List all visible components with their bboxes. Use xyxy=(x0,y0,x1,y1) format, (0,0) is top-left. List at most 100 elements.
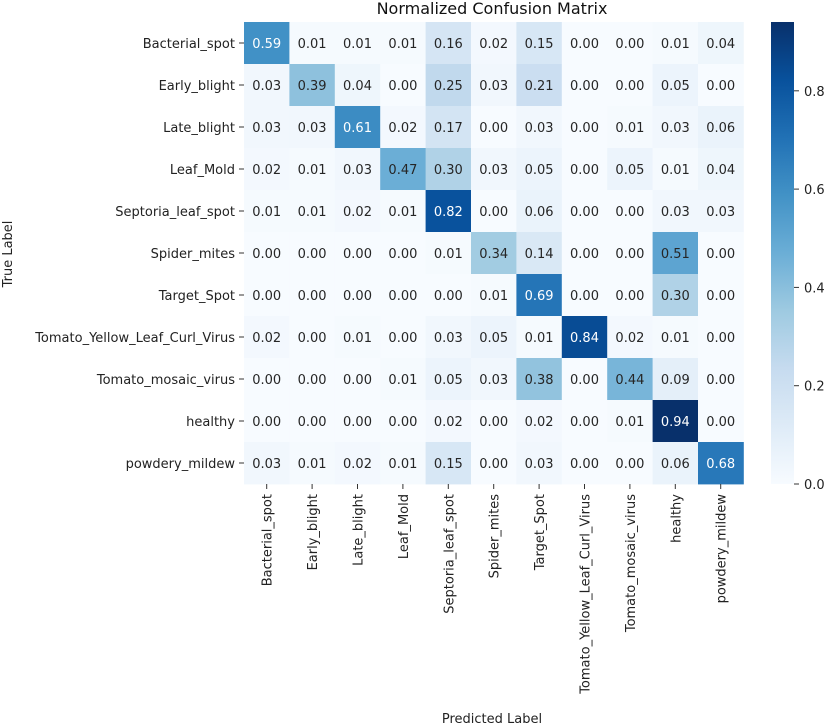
heatmap-cell xyxy=(516,358,563,401)
cell-value-label: 0.25 xyxy=(434,79,463,94)
heatmap-cell xyxy=(289,22,336,65)
cell-value-label: 0.00 xyxy=(479,121,508,136)
row-tick-label: Bacterial_spot xyxy=(143,37,235,52)
heatmap-cell xyxy=(425,106,472,149)
column-tick-label: Tomato_Yellow_Leaf_Curl_Virus xyxy=(579,494,594,695)
heatmap-cell xyxy=(425,442,472,485)
heatmap-cell xyxy=(380,106,426,149)
cell-value-label: 0.16 xyxy=(434,37,463,52)
heatmap-cell xyxy=(561,22,608,65)
heatmap-cell xyxy=(471,316,517,359)
cell-value-label: 0.00 xyxy=(298,415,327,430)
cell-value-label: 0.02 xyxy=(252,163,281,178)
heatmap-cell xyxy=(516,22,563,65)
cell-value-label: 0.01 xyxy=(525,331,554,346)
cell-value-label: 0.00 xyxy=(706,373,735,388)
heatmap-cell xyxy=(698,232,744,275)
cell-value-label: 0.02 xyxy=(434,415,463,430)
cell-value-label: 0.00 xyxy=(570,415,599,430)
row-tick-label: Spider_mites xyxy=(151,247,236,262)
cell-value-label: 0.01 xyxy=(252,205,281,220)
heatmap-cell xyxy=(607,316,653,359)
cell-value-label: 0.01 xyxy=(661,163,690,178)
cell-value-label: 0.30 xyxy=(434,163,463,178)
cell-value-label: 0.00 xyxy=(479,457,508,472)
heatmap-cell xyxy=(471,190,517,233)
cell-value-label: 0.00 xyxy=(706,289,735,304)
cell-value-label: 0.02 xyxy=(252,331,281,346)
heatmap-cell xyxy=(561,64,608,107)
heatmap-cell xyxy=(244,148,290,191)
cell-value-label: 0.00 xyxy=(570,37,599,52)
column-tick-label: Leaf_Mold xyxy=(397,494,412,559)
heatmap-cell xyxy=(380,316,426,359)
colorbar-tick-label: 0.8 xyxy=(804,85,825,100)
cell-value-label: 0.00 xyxy=(252,289,281,304)
heatmap-cell xyxy=(334,358,381,401)
column-tick-label: Spider_mites xyxy=(488,494,503,579)
cell-value-label: 0.00 xyxy=(615,247,644,262)
heatmap-cell xyxy=(561,190,608,233)
cell-value-label: 0.01 xyxy=(661,37,690,52)
heatmap-cell xyxy=(561,316,608,359)
cell-value-label: 0.00 xyxy=(343,289,372,304)
cell-value-label: 0.47 xyxy=(388,163,417,178)
heatmap-cell xyxy=(561,358,608,401)
row-tick-label: healthy xyxy=(186,415,235,430)
heatmap-cell xyxy=(652,442,699,485)
cell-value-label: 0.01 xyxy=(388,373,417,388)
cell-value-label: 0.00 xyxy=(615,457,644,472)
row-tick-label: Target_Spot xyxy=(158,289,235,304)
cell-value-label: 0.03 xyxy=(661,205,690,220)
heatmap-cell xyxy=(334,232,381,275)
cell-value-label: 0.01 xyxy=(479,289,508,304)
heatmap-cell xyxy=(380,232,426,275)
colorbar-tick-label: 0.0 xyxy=(804,478,825,493)
heatmap-cell xyxy=(652,358,699,401)
cell-value-label: 0.03 xyxy=(525,457,554,472)
cell-value-label: 0.01 xyxy=(343,37,372,52)
heatmap-cell xyxy=(380,190,426,233)
heatmap-cell xyxy=(516,106,563,149)
cell-value-label: 0.00 xyxy=(388,247,417,262)
heatmap-cell xyxy=(380,22,426,65)
heatmap-cell xyxy=(698,358,744,401)
heatmap-cell xyxy=(607,358,653,401)
heatmap-cell xyxy=(380,148,426,191)
cell-value-label: 0.00 xyxy=(298,373,327,388)
heatmap-cell xyxy=(289,358,336,401)
cell-value-label: 0.00 xyxy=(570,163,599,178)
column-tick-label: Tomato_mosaic_virus xyxy=(624,494,639,633)
heatmap-cell xyxy=(380,442,426,485)
cell-value-label: 0.21 xyxy=(525,79,554,94)
heatmap-cell xyxy=(244,274,290,317)
heatmap-cell xyxy=(607,400,653,443)
heatmap-cell xyxy=(425,400,472,443)
cell-value-label: 0.00 xyxy=(570,373,599,388)
cell-value-label: 0.00 xyxy=(479,415,508,430)
cell-value-label: 0.34 xyxy=(479,247,508,262)
heatmap-cell xyxy=(425,190,472,233)
cell-value-label: 0.00 xyxy=(388,415,417,430)
column-tick-label: Late_blight xyxy=(352,494,367,566)
cell-value-label: 0.14 xyxy=(525,247,554,262)
cell-value-label: 0.68 xyxy=(706,457,735,472)
heatmap-cell xyxy=(244,442,290,485)
heatmap-cell xyxy=(244,190,290,233)
heatmap-cell xyxy=(698,190,744,233)
cell-value-label: 0.06 xyxy=(661,457,690,472)
column-tick-labels: Bacterial_spot Early_blight Late_blight Lea… xyxy=(261,484,730,695)
heatmap-cell xyxy=(698,148,744,191)
heatmap-cell xyxy=(516,274,563,317)
cell-value-label: 0.02 xyxy=(343,205,372,220)
cell-value-label: 0.03 xyxy=(343,163,372,178)
cell-value-label: 0.00 xyxy=(298,289,327,304)
colorbar-ticks: 0.0 0.2 0.4 0.6 0.8 xyxy=(794,85,825,493)
cell-value-label: 0.82 xyxy=(434,205,463,220)
x-axis-label: Predicted Label xyxy=(442,712,542,724)
cell-value-label: 0.69 xyxy=(525,289,554,304)
cell-value-label: 0.44 xyxy=(615,373,644,388)
heatmap-cell xyxy=(334,316,381,359)
cell-value-label: 0.03 xyxy=(706,205,735,220)
heatmap-cell xyxy=(425,358,472,401)
